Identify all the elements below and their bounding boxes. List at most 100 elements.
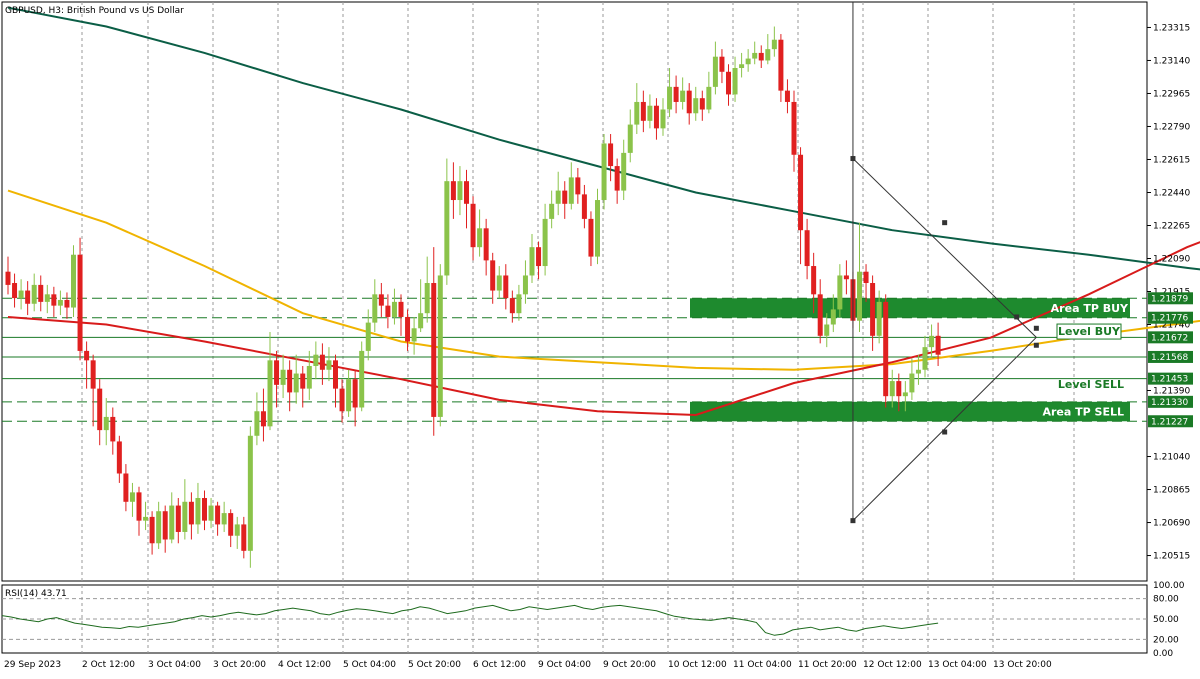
candle [136,486,142,536]
price-level-text: 1.21330 [1151,398,1188,408]
candle [431,247,437,436]
price-levels [2,297,1147,422]
time-label: 13 Oct 04:00 [928,660,987,670]
anchor-point [850,156,856,162]
candle [601,134,607,210]
candle [280,354,286,399]
candle-body [444,181,450,276]
moving-averages [7,6,1200,417]
candle [883,294,889,408]
time-label: 11 Oct 20:00 [798,660,857,670]
candle-body [241,524,247,551]
price-level-tag [1148,311,1193,324]
candle-body [483,228,489,261]
rsi-tick-label: 80.00 [1153,595,1179,605]
time-label: 3 Oct 20:00 [213,660,266,670]
candle-body [97,388,103,431]
candle [90,354,96,427]
candle-body [653,105,659,129]
candle [614,158,620,204]
candle-body [313,354,319,366]
candle-body [129,492,135,502]
candle [333,354,338,408]
rsi-tick-label: 0.00 [1153,649,1173,659]
candle-body [889,381,895,397]
candle [477,209,483,257]
rsi-label: RSI(14) 43.71 [5,589,67,599]
candle [581,184,587,229]
candle [726,64,731,106]
candle [673,75,679,114]
candle [857,222,862,333]
candle-body [326,360,332,370]
candle [824,313,830,348]
axes: 29 Sep 2023 2 Oct 12:00 3 Oct 04:00 3 Oct 2… [4,23,1193,670]
candle [391,288,397,325]
candle-body [182,501,188,532]
candle [123,464,129,512]
candle-body [627,124,633,153]
candle [450,162,456,219]
candle-body [123,473,129,502]
candle [175,498,181,544]
candle [817,279,823,344]
candle-body [339,388,345,412]
candle [38,275,44,312]
candle-body [202,498,207,521]
candle [437,264,443,427]
candle-body [385,305,391,317]
candle [634,83,640,135]
candle-body [280,369,286,385]
candle-body [431,283,437,417]
candle-body [215,505,221,525]
candle [64,292,70,319]
candle [464,169,469,229]
candle [267,332,273,431]
candle [247,426,253,568]
symbol-title: GBPUSD, H3: British Pound vs US Dollar [5,6,184,16]
candle-body [496,275,502,291]
candle [627,109,633,163]
price-tick-label: 1.20865 [1153,486,1190,496]
candle [398,294,404,336]
candle-body [732,68,738,95]
candle [424,256,430,323]
candle-body [804,230,810,267]
candle [915,354,921,385]
price-level-tag [1148,372,1193,385]
candle [843,260,849,295]
candle-body [51,294,57,306]
level-buy-label: Level BUY [1058,325,1121,338]
candle [798,147,804,265]
candle [739,52,745,78]
candle [385,294,391,329]
candle-body [712,56,718,87]
time-label: 29 Sep 2023 [4,660,61,670]
candle-body [175,505,181,532]
candle [346,369,352,417]
candle-body [352,379,358,408]
candle-body [31,284,37,304]
candle-body [169,505,175,540]
candle [418,279,424,333]
candle-body [726,71,731,95]
candle [71,245,76,317]
anchor-point [942,429,948,435]
candle-body [287,369,293,393]
candle [221,501,227,532]
candle-body [509,298,515,314]
time-label: 5 Oct 20:00 [408,660,461,670]
candle-body [575,177,581,195]
candle [699,90,705,121]
candle [529,233,535,284]
candle-body [843,275,849,280]
candle-body [411,328,417,342]
price-level-text: 1.21227 [1151,417,1188,427]
candle-body [5,271,11,285]
candle [922,335,928,378]
time-label: 3 Oct 04:00 [148,660,201,670]
candle-body [188,501,194,525]
price-tick-label: 1.22615 [1153,155,1190,165]
candle-body [581,194,587,219]
